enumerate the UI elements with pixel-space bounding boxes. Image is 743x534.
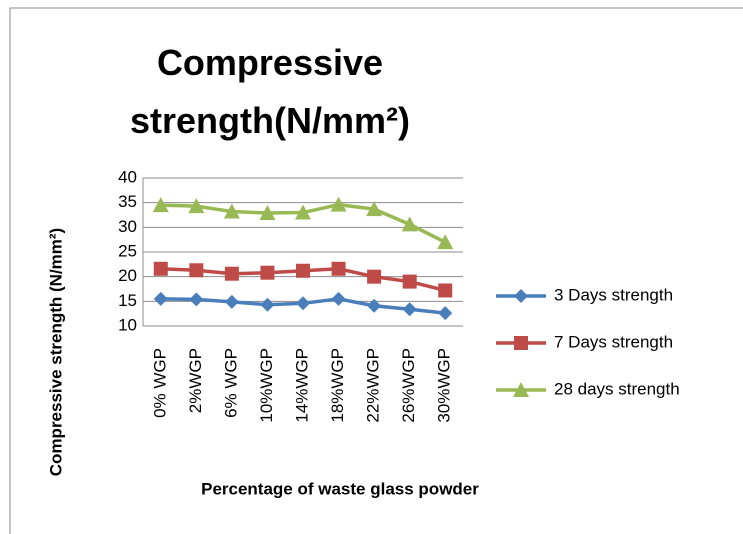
y-tick-label: 35 <box>118 192 137 211</box>
x-axis-label: Percentage of waste glass powder <box>201 479 479 498</box>
marker <box>224 294 239 309</box>
marker <box>153 261 168 276</box>
legend-label: 3 Days strength <box>554 285 673 304</box>
marker <box>514 336 528 350</box>
marker <box>437 234 454 250</box>
x-tick-label: 2%WGP <box>186 348 205 413</box>
marker <box>402 302 417 317</box>
x-tick-label: 22%WGP <box>364 348 383 423</box>
marker <box>189 263 204 278</box>
marker <box>438 283 453 298</box>
marker <box>260 297 275 312</box>
marker <box>189 292 204 307</box>
marker <box>331 291 346 306</box>
chart-title: Compressive strength(N/mm²) <box>130 42 410 141</box>
marker <box>223 203 240 219</box>
legend-label: 7 Days strength <box>554 332 673 351</box>
marker <box>367 298 382 313</box>
marker <box>188 198 205 214</box>
legend-label: 28 days strength <box>554 379 680 398</box>
y-tick-label: 25 <box>118 241 137 260</box>
marker <box>402 274 417 289</box>
y-tick-label: 30 <box>118 217 137 236</box>
marker <box>296 296 310 311</box>
marker <box>152 197 169 213</box>
marker <box>330 196 347 212</box>
y-tick-label: 20 <box>118 266 137 285</box>
x-tick-label: 14%WGP <box>292 348 311 423</box>
marker <box>224 266 239 281</box>
marker <box>514 289 528 303</box>
marker <box>367 269 382 284</box>
marker <box>366 201 383 217</box>
y-tick-label: 40 <box>118 167 137 186</box>
marker <box>295 204 311 220</box>
y-axis-label: Compressive strength (N/mm²) <box>46 228 65 476</box>
marker <box>296 263 310 278</box>
marker <box>401 216 418 232</box>
marker <box>513 382 529 397</box>
x-tick-label: 30%WGP <box>435 348 454 423</box>
y-tick-label: 10 <box>118 315 137 334</box>
x-tick-label: 26%WGP <box>399 348 418 423</box>
y-tick-label: 15 <box>118 291 137 310</box>
x-tick-label: 0% WGP <box>150 348 169 418</box>
marker <box>153 291 168 306</box>
x-tick-label: 6% WGP <box>221 348 240 418</box>
x-tick-label: 10%WGP <box>257 348 276 423</box>
chart-frame <box>9 7 743 534</box>
marker <box>438 306 453 321</box>
marker <box>331 261 346 276</box>
marker <box>260 265 275 280</box>
marker <box>259 205 276 221</box>
x-tick-label: 18%WGP <box>328 348 347 423</box>
